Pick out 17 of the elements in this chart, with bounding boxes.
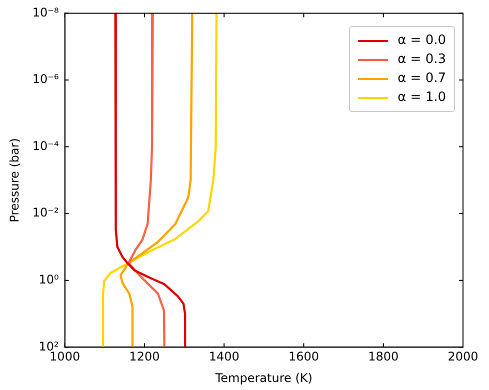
legend-label: α = 0.7 [398, 71, 446, 86]
y-tick-label: 10⁻⁶ [32, 72, 59, 86]
legend-label: α = 0.0 [398, 33, 446, 48]
x-tick-label: 1800 [368, 350, 399, 364]
x-tick-label: 1000 [50, 350, 80, 364]
x-tick-label: 1600 [288, 350, 319, 364]
y-tick-label: 10⁻⁴ [32, 138, 59, 153]
legend-label: α = 0.3 [398, 52, 446, 67]
y-axis-title: Pressure (bar) [7, 138, 22, 222]
y-tick-label: 10⁻² [32, 206, 59, 220]
x-tick-label: 2000 [448, 350, 478, 364]
y-tick-label: 10⁻⁸ [32, 5, 59, 20]
y-tick-label: 10⁰ [38, 272, 59, 287]
legend-label: α = 1.0 [398, 90, 446, 105]
x-axis-title: Temperature (K) [214, 370, 312, 385]
x-tick-label: 1400 [208, 350, 240, 364]
x-tick-label: 1200 [129, 350, 160, 364]
